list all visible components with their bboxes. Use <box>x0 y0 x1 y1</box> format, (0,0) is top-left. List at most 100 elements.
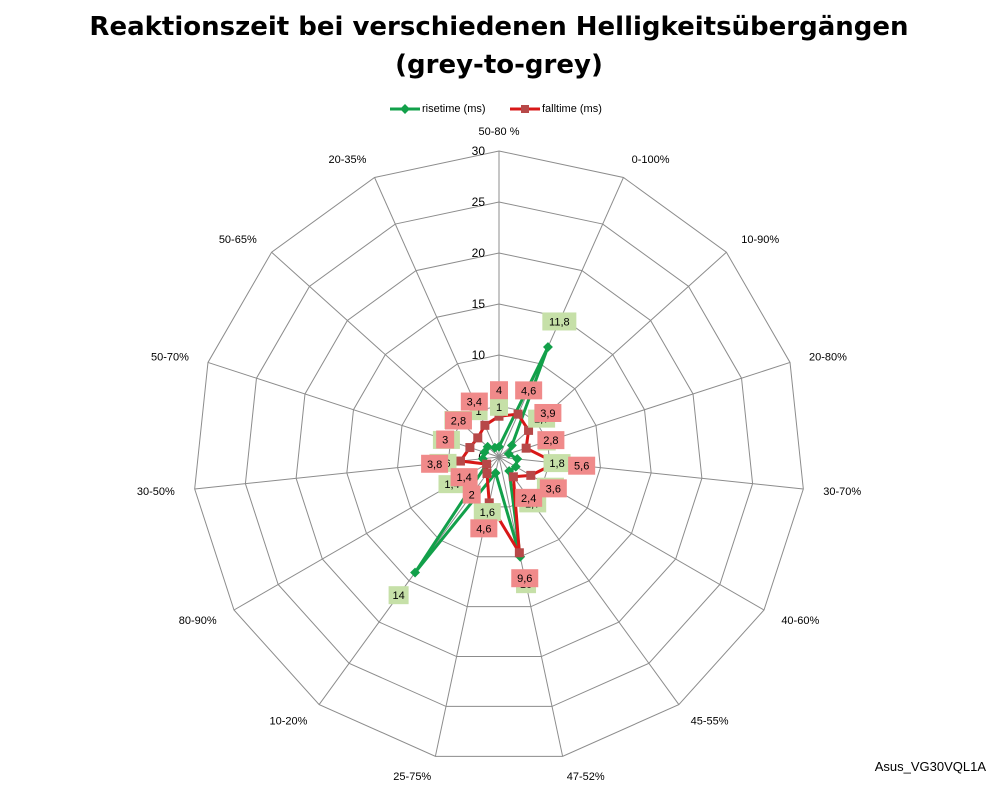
falltime-data-label-7: 9,6 <box>511 569 539 588</box>
category-label-0: 50-80 % <box>479 126 520 138</box>
falltime-data-label-0: 4 <box>490 381 508 400</box>
category-label-2: 10-90% <box>741 234 779 246</box>
falltime-data-label-text-3: 2,8 <box>543 435 558 447</box>
falltime-data-label-text-6: 2,4 <box>521 493 536 505</box>
risetime-data-label-text-4: 1,8 <box>549 458 564 470</box>
falltime-data-label-text-8: 4,6 <box>476 523 491 535</box>
category-label-10: 80-90% <box>179 615 217 627</box>
falltime-point-14 <box>480 420 490 430</box>
falltime-data-label-text-9: 2 <box>469 490 475 502</box>
falltime-data-label-13: 2,8 <box>444 411 472 430</box>
risetime-data-label-0: 1 <box>490 397 508 416</box>
category-label-8: 25-75% <box>393 771 431 783</box>
legend-swatch-falltime-icon <box>510 105 540 113</box>
tick-label-20: 20 <box>472 246 486 260</box>
risetime-data-label-8: 1,6 <box>473 503 501 522</box>
category-label-14: 20-35% <box>328 154 366 166</box>
risetime-data-label-box-9 <box>388 586 409 605</box>
falltime-data-label-box-2 <box>534 403 562 422</box>
monitor-model-label: Asus_VG30VQL1A <box>874 759 986 774</box>
radar-category-labels: 50-80 % 0-100% 10-90% 20-80% 30-70% 40-60% 45-… <box>137 126 861 783</box>
falltime-point-9 <box>482 469 492 479</box>
risetime-data-label-text-0: 1 <box>496 402 502 414</box>
category-label-13: 50-65% <box>219 234 257 246</box>
category-label-4: 30-70% <box>823 486 861 498</box>
falltime-data-label-box-10 <box>450 468 478 487</box>
grid-ring-10 <box>397 354 601 558</box>
grid-ring-25 <box>244 201 754 707</box>
falltime-data-label-box-14 <box>460 392 488 411</box>
category-label-5: 40-60% <box>781 615 819 627</box>
chart-title-line-1: Reaktionszeit bei verschiedenen Helligke… <box>89 12 909 42</box>
risetime-point-13 <box>482 441 493 452</box>
grid-ring-20 <box>295 252 703 658</box>
falltime-data-label-14: 3,4 <box>460 392 488 411</box>
falltime-point-13 <box>473 433 483 443</box>
radar-series <box>410 342 561 578</box>
category-label-7: 47-52% <box>567 771 605 783</box>
category-label-11: 30-50% <box>137 486 175 498</box>
legend-label-risetime: risetime (ms) <box>422 103 486 115</box>
falltime-series-line <box>458 412 558 555</box>
falltime-data-label-text-1: 4,6 <box>521 385 536 397</box>
falltime-data-label-box-5 <box>539 479 567 498</box>
legend-label-falltime: falltime (ms) <box>542 103 602 115</box>
falltime-data-label-1: 4,6 <box>515 381 543 400</box>
risetime-data-label-box-8 <box>473 503 501 522</box>
falltime-data-label-box-13 <box>444 411 472 430</box>
falltime-point-5 <box>526 470 536 480</box>
risetime-point-9 <box>410 567 421 578</box>
falltime-data-label-2: 3,9 <box>534 403 562 422</box>
falltime-data-label-text-0: 4 <box>496 385 502 397</box>
falltime-data-label-text-10: 1,4 <box>456 472 471 484</box>
risetime-point-8 <box>490 468 501 478</box>
falltime-point-0 <box>494 411 504 421</box>
chart-title-line-2: (grey-to-grey) <box>395 50 603 80</box>
falltime-data-label-box-1 <box>515 381 543 400</box>
falltime-data-label-text-14: 3,4 <box>467 397 482 409</box>
falltime-data-label-text-7: 9,6 <box>517 573 532 585</box>
falltime-data-label-6: 2,4 <box>515 488 543 507</box>
falltime-data-label-text-5: 3,6 <box>546 483 561 495</box>
falltime-point-7 <box>514 548 524 558</box>
spoke-7 <box>498 456 564 757</box>
falltime-data-label-box-4 <box>568 456 596 475</box>
falltime-point-11 <box>455 456 465 466</box>
falltime-point-6 <box>508 472 518 482</box>
falltime-data-label-box-8 <box>470 519 498 538</box>
falltime-data-label-text-13: 2,8 <box>451 415 466 427</box>
falltime-point-10 <box>482 459 492 469</box>
category-label-1: 0-100% <box>632 154 670 166</box>
falltime-data-label-box-12 <box>436 430 455 449</box>
falltime-data-label-text-2: 3,9 <box>540 408 555 420</box>
tick-label-15: 15 <box>472 297 486 311</box>
risetime-data-label-text-1: 11,8 <box>549 316 570 328</box>
falltime-data-label-9: 2 <box>462 485 481 504</box>
category-label-12: 50-70% <box>151 351 189 363</box>
grid-ring-30 <box>194 150 804 757</box>
falltime-point-1 <box>513 409 523 419</box>
falltime-point-8 <box>484 498 494 508</box>
grid-ring-15 <box>346 303 652 608</box>
falltime-point-2 <box>524 425 534 435</box>
chart-title: Reaktionszeit bei verschiedenen Helligke… <box>0 8 998 84</box>
falltime-point-3 <box>521 443 531 453</box>
risetime-data-label-text-8: 1,6 <box>480 507 495 519</box>
tick-label-25: 25 <box>472 195 486 209</box>
falltime-data-label-11: 3,8 <box>421 454 449 473</box>
legend-swatch-risetime-icon <box>390 104 420 114</box>
risetime-data-label-box-1 <box>542 312 577 331</box>
falltime-data-label-text-12: 3 <box>442 435 448 447</box>
risetime-data-label-9: 14 <box>388 586 409 605</box>
risetime-data-label-1: 11,8 <box>542 312 577 331</box>
falltime-data-label-text-11: 3,8 <box>427 459 442 471</box>
risetime-point-1 <box>543 342 553 352</box>
risetime-data-label-text-14: 1 <box>476 406 482 418</box>
falltime-data-label-text-4: 5,6 <box>574 461 589 473</box>
risetime-point-3 <box>503 448 514 459</box>
falltime-data-label-10: 1,4 <box>450 468 478 487</box>
tick-label-30: 30 <box>472 144 486 158</box>
risetime-point-14 <box>489 442 500 453</box>
radar-data-labels: 111,81,711,81,91,7101,6141,41,61,51,5144… <box>388 312 596 605</box>
